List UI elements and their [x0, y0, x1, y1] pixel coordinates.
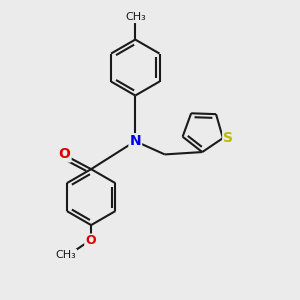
- Text: O: O: [59, 147, 70, 161]
- Text: O: O: [85, 235, 96, 248]
- Text: S: S: [223, 131, 233, 145]
- Text: N: N: [130, 134, 141, 148]
- Text: CH₃: CH₃: [125, 13, 146, 22]
- Text: CH₃: CH₃: [56, 250, 76, 260]
